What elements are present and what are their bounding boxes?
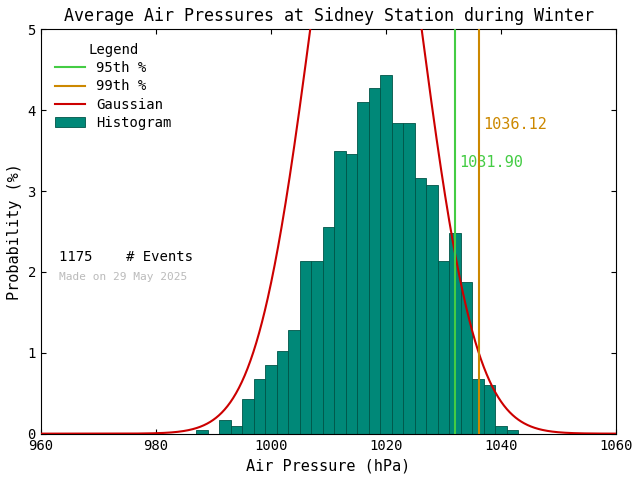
Bar xyxy=(449,233,461,433)
Title: Average Air Pressures at Sidney Station during Winter: Average Air Pressures at Sidney Station … xyxy=(63,7,593,25)
X-axis label: Air Pressure (hPa): Air Pressure (hPa) xyxy=(246,458,411,473)
Text: Made on 29 May 2025: Made on 29 May 2025 xyxy=(59,272,188,282)
Bar xyxy=(415,178,426,433)
Bar xyxy=(253,379,265,433)
Text: 1036.12: 1036.12 xyxy=(483,117,547,132)
Bar xyxy=(369,88,380,433)
Bar xyxy=(426,185,438,433)
Bar xyxy=(484,385,495,433)
Bar xyxy=(300,262,311,433)
Bar xyxy=(346,154,357,433)
Bar xyxy=(276,351,288,433)
Bar xyxy=(230,426,242,433)
Bar xyxy=(288,330,300,433)
Bar xyxy=(472,379,484,433)
Bar xyxy=(495,426,507,433)
Bar xyxy=(219,420,230,433)
Bar xyxy=(357,102,369,433)
Y-axis label: Probability (%): Probability (%) xyxy=(7,163,22,300)
Bar xyxy=(392,123,403,433)
Bar xyxy=(242,399,253,433)
Bar xyxy=(461,282,472,433)
Bar xyxy=(311,262,323,433)
Legend: 95th %, 99th %, Gaussian, Histogram: 95th %, 99th %, Gaussian, Histogram xyxy=(48,36,179,137)
Bar xyxy=(196,431,207,433)
Bar xyxy=(507,431,518,433)
Bar xyxy=(403,123,415,433)
Bar xyxy=(380,74,392,433)
Text: 1175    # Events: 1175 # Events xyxy=(59,250,193,264)
Bar xyxy=(265,365,276,433)
Bar xyxy=(438,261,449,433)
Bar xyxy=(323,227,334,433)
Text: 1031.90: 1031.90 xyxy=(459,155,523,169)
Bar xyxy=(334,151,346,433)
